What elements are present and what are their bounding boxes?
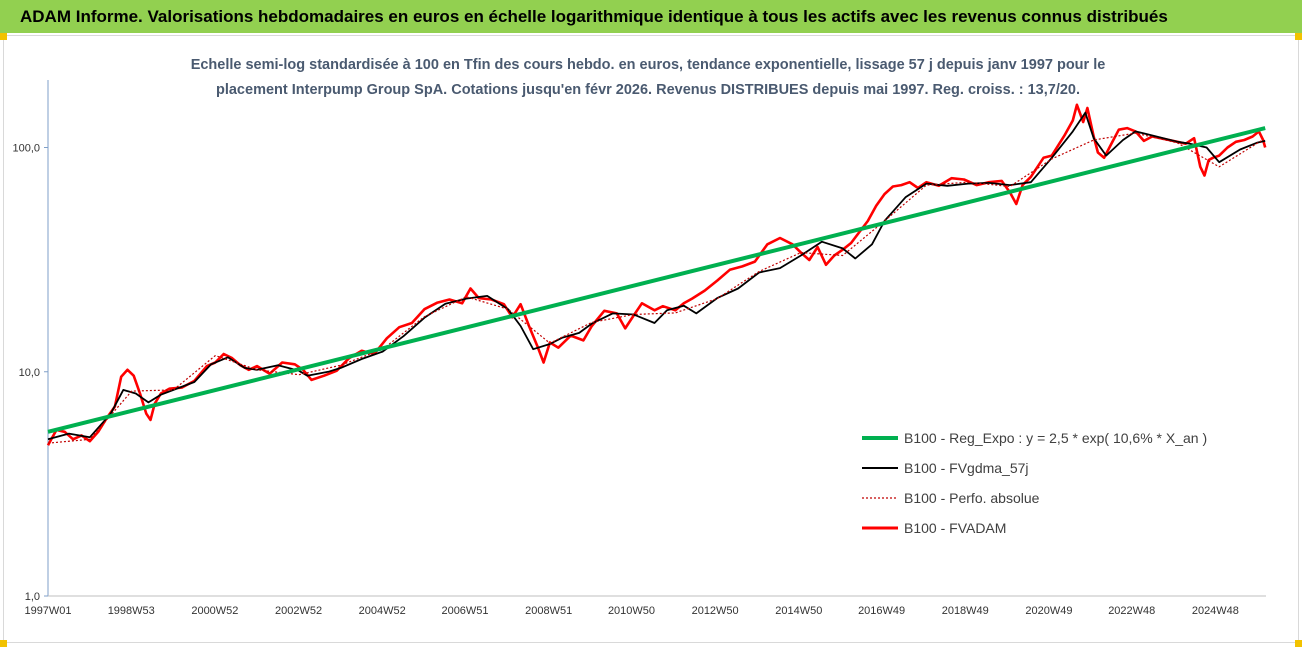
- x-axis-ticks: 1997W01 1998W53 2000W52 2002W52 2004W52 2006W…: [24, 605, 1238, 617]
- y-tick-label: 1,0: [25, 591, 40, 603]
- series-reg-expo-line: [47, 126, 1266, 434]
- chart-frame: [3, 35, 1299, 643]
- legend-entry-perfo-absolue-label: B100 - Perfo. absolue: [904, 490, 1040, 506]
- series-fvgdma-line: [47, 111, 1266, 441]
- frame-corner-top-left: [0, 33, 7, 40]
- x-tick-label: 2012W50: [692, 605, 739, 617]
- legend-entry-reg-expo-label: B100 - Reg_Expo : y = 2,5 * exp( 10,6% *…: [904, 430, 1207, 446]
- x-tick-label: 1997W01: [24, 605, 71, 617]
- frame-corner-bottom-right: [1295, 640, 1302, 647]
- x-tick-label: 1998W53: [108, 605, 155, 617]
- report-header: ADAM Informe. Valorisations hebdomadaire…: [0, 0, 1302, 33]
- x-tick-label: 2000W52: [191, 605, 238, 617]
- series-perfo-absolue-line: [47, 132, 1262, 444]
- x-tick-label: 2008W51: [525, 605, 572, 617]
- y-axis-ticks: 1,0 10,0 100,0: [12, 143, 48, 603]
- x-tick-label: 2014W50: [775, 605, 822, 617]
- x-tick-label: 2010W50: [608, 605, 655, 617]
- legend: B100 - Reg_Expo : y = 2,5 * exp( 10,6% *…: [862, 430, 1207, 536]
- x-tick-label: 2022W48: [1108, 605, 1155, 617]
- chart-subtitle-line-2: placement Interpump Group SpA. Cotations…: [216, 82, 1080, 98]
- y-tick-label: 100,0: [12, 143, 40, 155]
- frame-corner-top-right: [1295, 33, 1302, 40]
- frame-corner-bottom-left: [0, 640, 7, 647]
- x-tick-label: 2024W48: [1192, 605, 1239, 617]
- x-tick-label: 2006W51: [441, 605, 488, 617]
- x-tick-label: 2002W52: [275, 605, 322, 617]
- series-layer: [46, 103, 1267, 446]
- x-tick-label: 2018W49: [942, 605, 989, 617]
- y-tick-label: 10,0: [19, 367, 40, 379]
- x-tick-label: 2016W49: [858, 605, 905, 617]
- series-fvadam-line: [46, 103, 1267, 446]
- x-tick-label: 2020W49: [1025, 605, 1072, 617]
- x-tick-label: 2004W52: [359, 605, 406, 617]
- chart-subtitle-line-1: Echelle semi-log standardisée à 100 en T…: [191, 57, 1106, 73]
- legend-entry-fvgdma-label: B100 - FVgdma_57j: [904, 460, 1029, 476]
- legend-entry-fvadam-label: B100 - FVADAM: [904, 520, 1006, 536]
